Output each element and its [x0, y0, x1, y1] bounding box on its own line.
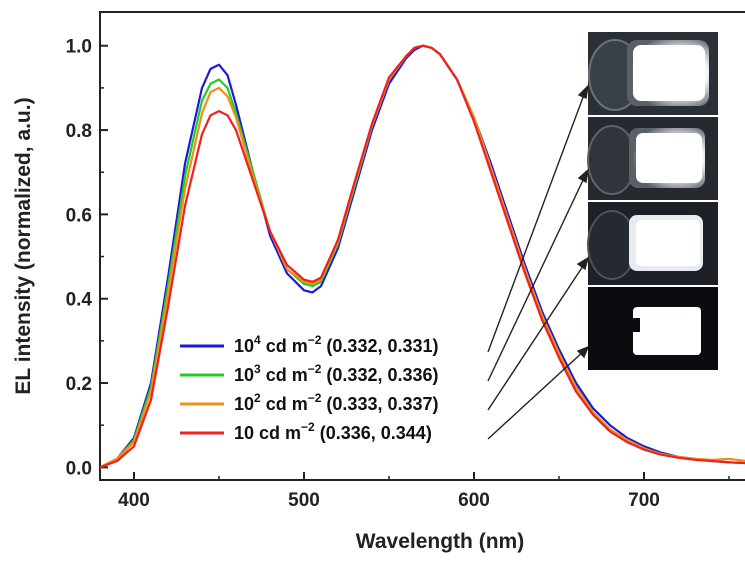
arrowhead-1 — [577, 83, 590, 99]
y-tick-label: 0.2 — [66, 374, 92, 395]
x-tick-label: 600 — [458, 490, 490, 511]
inset-photo-2-bg-circle — [587, 125, 637, 195]
inset-photo-3-emission-core — [636, 220, 700, 266]
y-tick-label: 0.4 — [66, 290, 93, 311]
legend-to-photo-arrows — [487, 83, 590, 440]
inset-photo-3-bg-circle — [587, 210, 637, 280]
inset-photo-2-emission-core — [636, 133, 702, 183]
x-tick-label: 400 — [118, 490, 150, 511]
inset-photo-4-notch — [630, 318, 640, 332]
legend-label-3: 102 cd m−2 (0.333, 0.337) — [234, 391, 439, 414]
x-axis-title: Wavelength (nm) — [356, 530, 524, 553]
series-lines — [100, 44, 745, 469]
arrow-4 — [487, 349, 586, 440]
arrow-3 — [487, 262, 586, 411]
axis-ticks: 400 500 600 700 0.0 0.2 0.4 0.6 0.8 1.0 — [66, 37, 730, 511]
legend-label-1: 104 cd m−2 (0.332, 0.331) — [234, 333, 439, 356]
inset-photos — [587, 32, 718, 370]
y-tick-label: 0.0 — [66, 458, 92, 479]
inset-photo-4-emission — [633, 307, 701, 355]
arrowhead-3 — [576, 256, 590, 271]
arrow-2 — [487, 175, 586, 382]
plot-frame — [99, 11, 745, 481]
x-tick-label: 500 — [288, 490, 320, 511]
y-tick-label: 1.0 — [66, 37, 92, 58]
x-tick-label: 700 — [628, 490, 660, 511]
y-axis-title: EL intensity (normalized, a.u.) — [12, 97, 35, 394]
legend-label-4: 10 cd m−2 (0.336, 0.344) — [234, 420, 432, 443]
inset-photo-1-emission-core — [633, 45, 705, 101]
legend: 104 cd m−2 (0.332, 0.331) 103 cd m−2 (0.3… — [180, 333, 439, 443]
series-line-4 — [100, 44, 745, 469]
arrowhead-2 — [577, 168, 590, 184]
legend-label-2: 103 cd m−2 (0.332, 0.336) — [234, 362, 439, 385]
y-tick-label: 0.8 — [66, 121, 92, 142]
arrow-1 — [487, 91, 586, 353]
arrowhead-4 — [576, 345, 590, 359]
y-tick-label: 0.6 — [66, 205, 92, 226]
